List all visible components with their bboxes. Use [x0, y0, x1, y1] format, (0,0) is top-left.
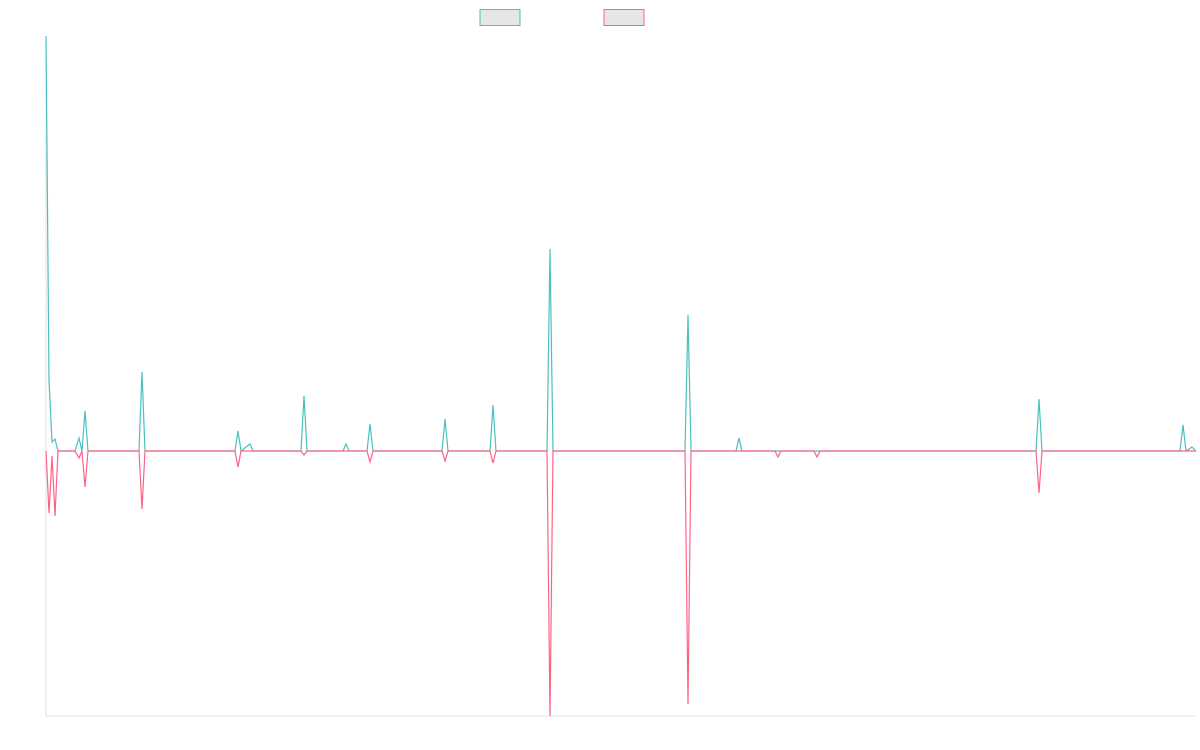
series-line — [45, 35, 1197, 453]
legend-swatch — [603, 9, 645, 26]
series-line — [45, 450, 1196, 717]
legend-swatch — [479, 9, 521, 26]
